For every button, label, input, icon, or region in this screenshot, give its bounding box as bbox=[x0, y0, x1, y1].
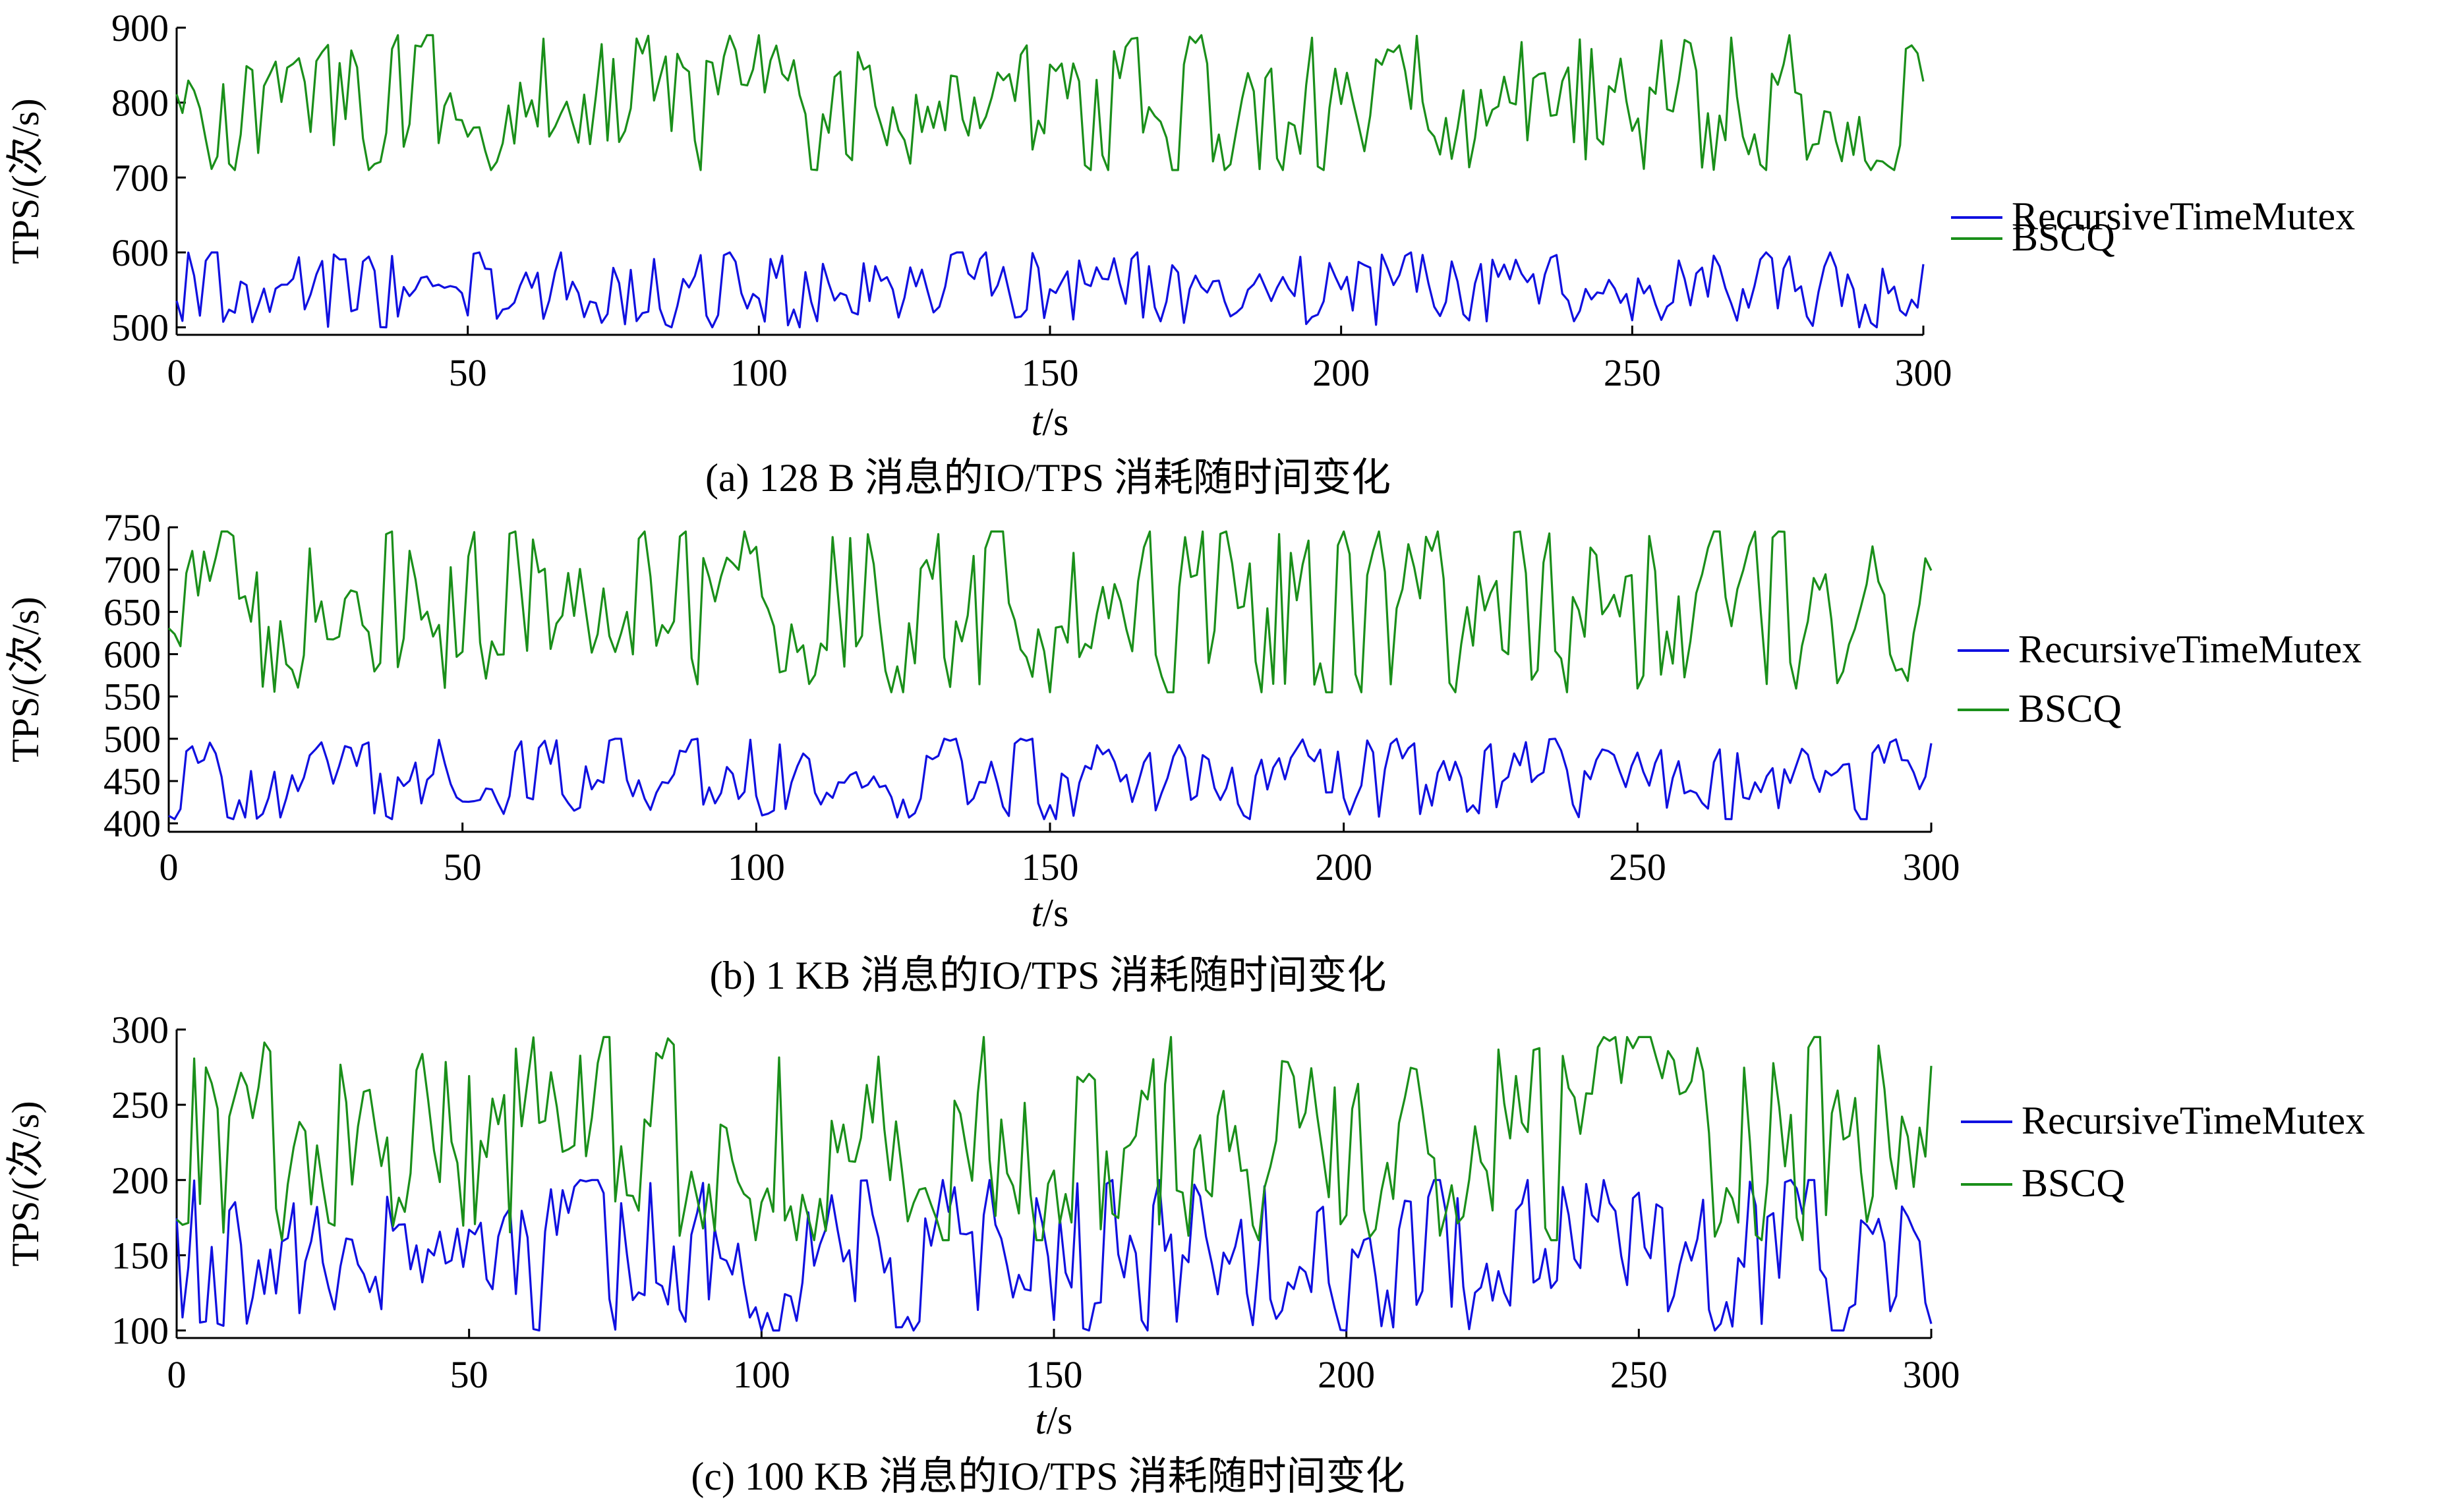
x-axis-label: t/s bbox=[1032, 891, 1069, 935]
x-axis-label-unit: /s bbox=[1046, 1399, 1072, 1442]
chart-panel-1: 500 600 700 800 900 0 50 100 150 200 250 300 t/s TPS/… bbox=[4, 7, 2355, 500]
x-axis-label-var: t bbox=[1032, 400, 1043, 444]
y-tick-label: 900 bbox=[111, 7, 169, 49]
x-axis-label-unit: /s bbox=[1042, 400, 1068, 444]
x-tick-label: 100 bbox=[730, 351, 788, 394]
y-tick-label: 100 bbox=[111, 1310, 169, 1352]
series-line-bscq bbox=[175, 34, 1925, 171]
x-tick-label: 150 bbox=[1022, 351, 1079, 394]
chart-panel-3: 100 150 200 250 300 0 50 100 150 200 250 300 t/s TPS/… bbox=[4, 1008, 2365, 1498]
legend-label: RecursiveTimeMutex bbox=[2022, 1099, 2365, 1142]
x-tick-label: 250 bbox=[1610, 1353, 1668, 1396]
x-axis-label-var: t bbox=[1035, 1399, 1047, 1442]
x-tick-label: 50 bbox=[449, 351, 487, 394]
legend-label: BSCQ bbox=[2018, 687, 2122, 730]
y-tick-label: 650 bbox=[103, 591, 161, 633]
x-tick-label: 300 bbox=[1903, 846, 1960, 888]
y-tick-label: 550 bbox=[103, 676, 161, 718]
panel-caption: (c) 100 KB 消息的IO/TPS 消耗随时间变化 bbox=[691, 1455, 1405, 1498]
x-tick-label: 0 bbox=[167, 1353, 187, 1396]
x-tick-label: 200 bbox=[1318, 1353, 1375, 1396]
series-line-bscq bbox=[167, 530, 1933, 693]
y-axis-label: TPS/(次/s) bbox=[4, 596, 47, 762]
panel-caption: (a) 128 B 消息的IO/TPS 消耗随时间变化 bbox=[705, 456, 1391, 500]
series-line-bscq bbox=[175, 1035, 1933, 1242]
y-tick-label: 500 bbox=[103, 718, 161, 761]
y-tick-label: 700 bbox=[103, 548, 161, 591]
series-line-recursivetimemutex bbox=[175, 1178, 1933, 1332]
y-tick-label: 400 bbox=[103, 802, 161, 845]
x-tick-label: 50 bbox=[444, 846, 482, 888]
x-tick-label: 250 bbox=[1609, 846, 1666, 888]
y-tick-label: 150 bbox=[111, 1234, 169, 1277]
series-line-recursivetimemutex bbox=[175, 251, 1925, 329]
x-tick-label: 300 bbox=[1903, 1353, 1960, 1396]
y-tick-label: 250 bbox=[111, 1084, 169, 1126]
legend-label: BSCQ bbox=[2022, 1161, 2125, 1205]
x-tick-label: 200 bbox=[1315, 846, 1372, 888]
y-axis-label: TPS/(次/s) bbox=[4, 98, 47, 264]
x-tick-label: 0 bbox=[167, 351, 187, 394]
x-axis-label: t/s bbox=[1032, 400, 1069, 444]
x-tick-label: 150 bbox=[1022, 846, 1079, 888]
y-tick-label: 800 bbox=[111, 82, 169, 125]
x-tick-label: 100 bbox=[728, 846, 785, 888]
x-axis-label: t/s bbox=[1035, 1399, 1073, 1442]
x-tick-label: 0 bbox=[160, 846, 179, 888]
x-tick-label: 100 bbox=[733, 1353, 790, 1396]
series-line-recursivetimemutex bbox=[168, 738, 1933, 821]
y-axis-label: TPS/(次/s) bbox=[4, 1101, 47, 1266]
x-tick-label: 250 bbox=[1604, 351, 1661, 394]
x-tick-label: 50 bbox=[450, 1353, 488, 1396]
legend-label: RecursiveTimeMutex bbox=[2018, 627, 2362, 671]
x-axis-label-var: t bbox=[1032, 891, 1043, 935]
y-tick-label: 450 bbox=[103, 760, 161, 803]
y-tick-label: 300 bbox=[111, 1008, 169, 1051]
y-tick-label: 500 bbox=[111, 306, 169, 349]
x-tick-label: 300 bbox=[1895, 351, 1952, 394]
y-tick-label: 200 bbox=[111, 1159, 169, 1202]
x-axis-label-unit: /s bbox=[1042, 891, 1068, 935]
y-tick-label: 600 bbox=[111, 231, 169, 274]
x-tick-label: 200 bbox=[1312, 351, 1370, 394]
x-tick-label: 150 bbox=[1026, 1353, 1083, 1396]
legend-label: RecursiveTimeMutex bbox=[2012, 194, 2355, 238]
y-tick-label: 700 bbox=[111, 156, 169, 199]
legend-label: BSCQ bbox=[2012, 216, 2115, 259]
y-tick-label: 750 bbox=[103, 506, 161, 549]
panel-caption: (b) 1 KB 消息的IO/TPS 消耗随时间变化 bbox=[710, 954, 1387, 997]
y-tick-label: 600 bbox=[103, 633, 161, 676]
